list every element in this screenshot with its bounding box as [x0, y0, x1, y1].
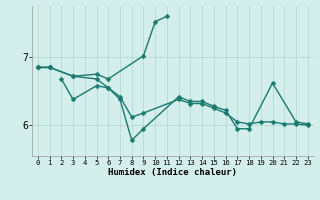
X-axis label: Humidex (Indice chaleur): Humidex (Indice chaleur)	[108, 168, 237, 177]
